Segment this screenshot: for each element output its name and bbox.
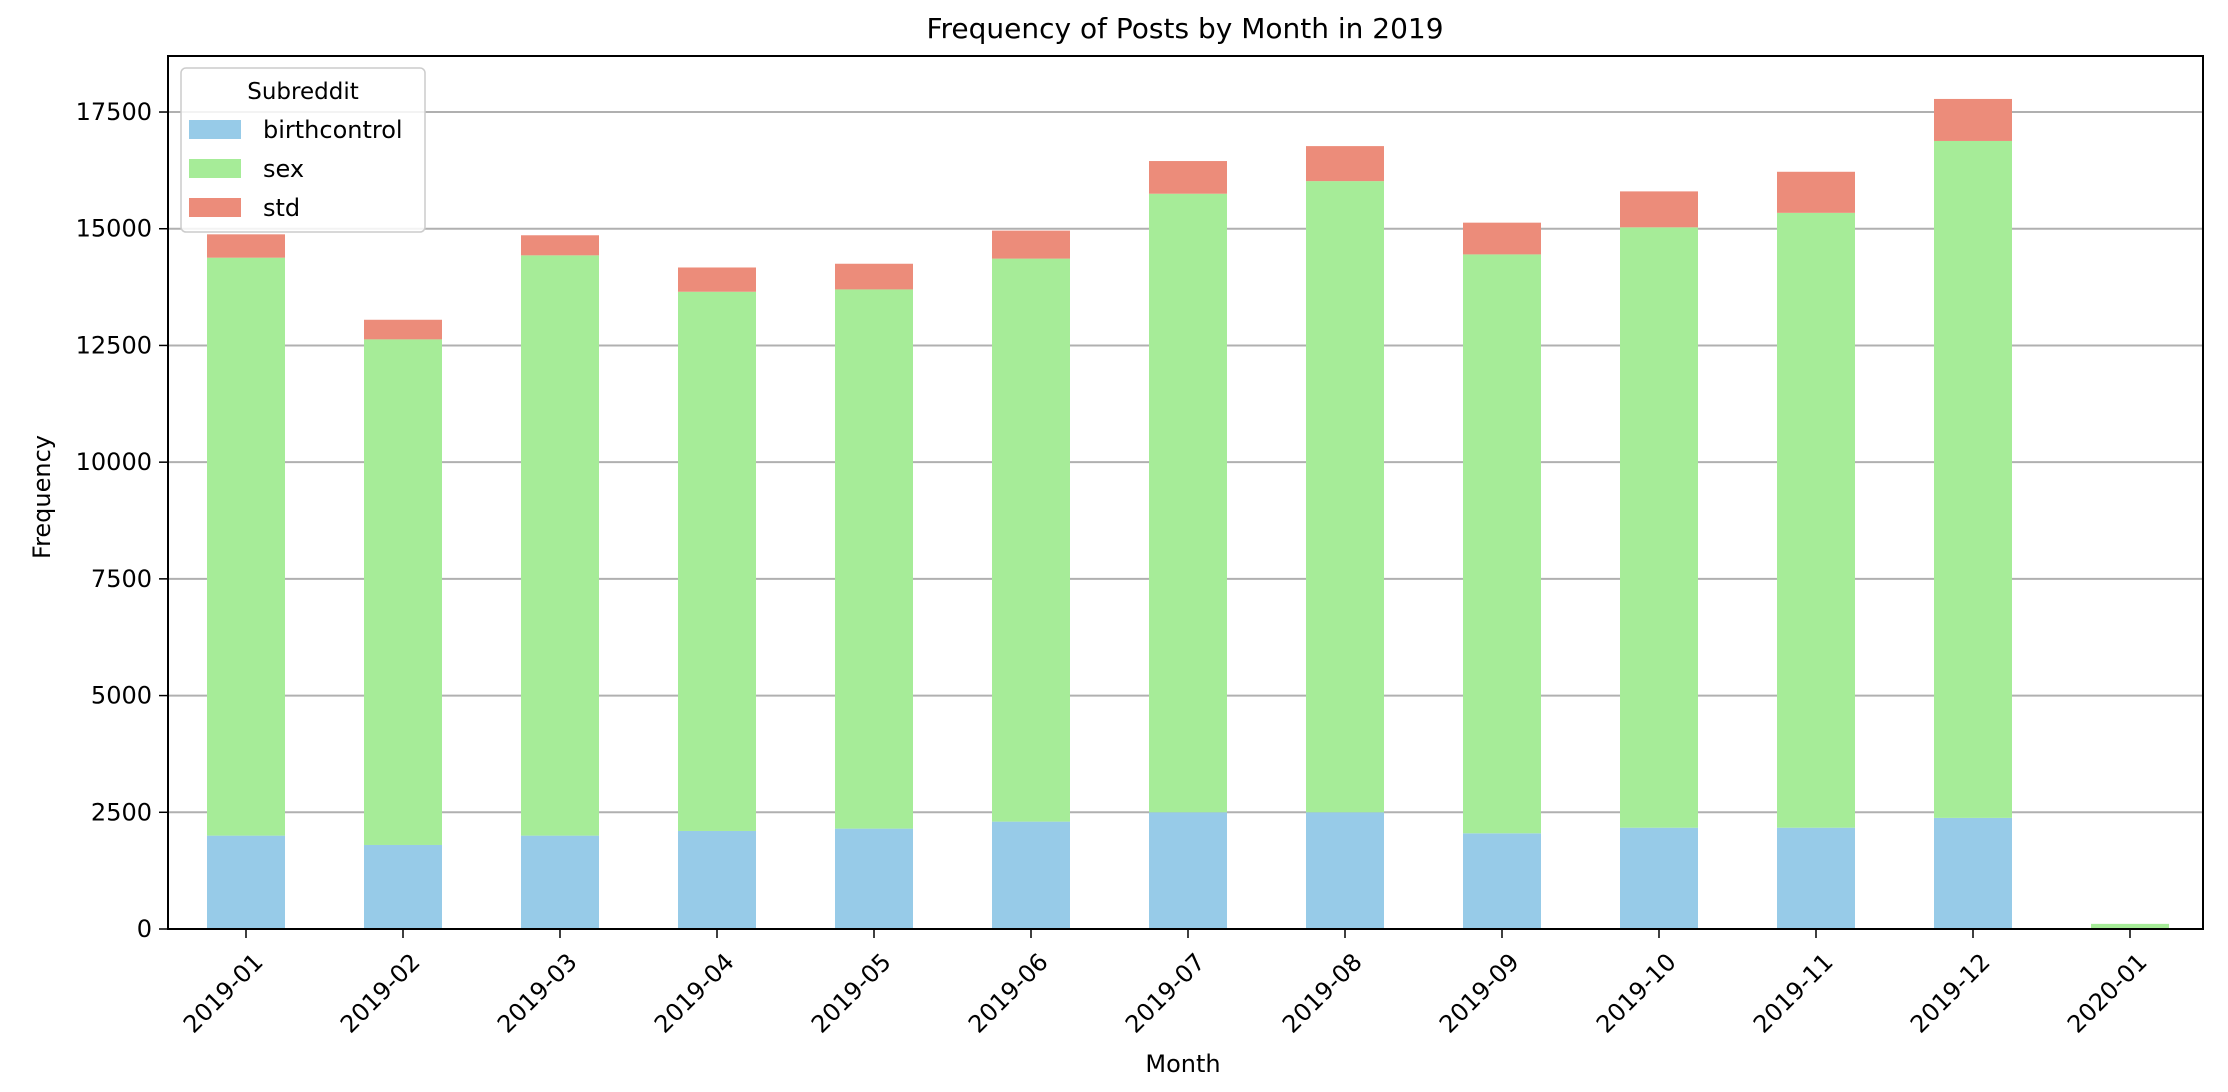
- bar-birthcontrol-2019-06: [992, 821, 1070, 929]
- bar-birthcontrol-2019-09: [1463, 833, 1541, 929]
- bar-sex-2019-01: [207, 257, 285, 836]
- bar-std-2019-01: [207, 234, 285, 258]
- bar-sex-2019-10: [1620, 227, 1698, 828]
- y-axis-label: Frequency: [28, 435, 56, 559]
- legend-box: [180, 67, 426, 233]
- bar-std-2019-11: [1777, 171, 1855, 213]
- bar-std-2019-02: [364, 319, 442, 340]
- axes: [159, 55, 2204, 938]
- legend-swatch-std: [189, 198, 241, 217]
- bar-sex-2020-01: [2091, 923, 2169, 929]
- bar-sex-2019-04: [678, 291, 756, 831]
- bar-sex-2019-11: [1777, 212, 1855, 828]
- legend-label-std: std: [263, 194, 300, 222]
- bar-std-2019-10: [1620, 191, 1698, 228]
- legend-swatch-birthcontrol: [189, 120, 241, 139]
- bar-birthcontrol-2019-11: [1777, 827, 1855, 929]
- y-tick-label: 0: [137, 915, 152, 943]
- bar-std-2019-06: [992, 230, 1070, 259]
- bar-std-2019-03: [521, 235, 599, 256]
- y-tick-label: 5000: [91, 682, 152, 710]
- bar-birthcontrol-2019-04: [678, 830, 756, 929]
- y-tick-label: 7500: [91, 565, 152, 593]
- bar-sex-2019-07: [1149, 193, 1227, 813]
- bar-sex-2019-08: [1306, 181, 1384, 813]
- bar-sex-2019-12: [1934, 140, 2012, 818]
- bar-birthcontrol-2019-08: [1306, 812, 1384, 929]
- bar-sex-2019-09: [1463, 254, 1541, 834]
- y-tick-label: 12500: [76, 331, 152, 359]
- y-tick-label: 10000: [76, 448, 152, 476]
- bar-sex-2019-05: [835, 289, 913, 829]
- bar-std-2019-12: [1934, 98, 2012, 141]
- bar-sex-2019-03: [521, 255, 599, 836]
- bar-sex-2019-02: [364, 339, 442, 845]
- bar-sex-2019-06: [992, 258, 1070, 822]
- bar-birthcontrol-2019-02: [364, 844, 442, 929]
- legend-swatch-sex: [189, 159, 241, 178]
- bar-birthcontrol-2019-05: [835, 828, 913, 929]
- y-tick-label: 15000: [76, 215, 152, 243]
- bar-birthcontrol-2019-03: [521, 835, 599, 929]
- bars: [207, 98, 2169, 929]
- plot-frame: [167, 55, 2204, 930]
- legend-label-birthcontrol: birthcontrol: [263, 116, 403, 144]
- bar-std-2019-07: [1149, 161, 1227, 194]
- legend-title: Subreddit: [247, 79, 359, 105]
- legend: Subreddit birthcontrol sex std: [180, 67, 426, 233]
- bar-std-2019-09: [1463, 222, 1541, 255]
- bar-birthcontrol-2019-12: [1934, 817, 2012, 929]
- bar-birthcontrol-2019-01: [207, 835, 285, 929]
- bar-birthcontrol-2019-10: [1620, 827, 1698, 929]
- y-tick-label: 2500: [91, 798, 152, 826]
- x-axis-label: Month: [1145, 1050, 1220, 1078]
- y-tick-label: 17500: [76, 98, 152, 126]
- chart-title: Frequency of Posts by Month in 2019: [926, 12, 1443, 45]
- bar-std-2019-08: [1306, 146, 1384, 182]
- legend-label-sex: sex: [263, 155, 304, 183]
- bar-std-2019-05: [835, 263, 913, 290]
- bar-std-2019-04: [678, 267, 756, 292]
- bar-birthcontrol-2019-07: [1149, 812, 1227, 929]
